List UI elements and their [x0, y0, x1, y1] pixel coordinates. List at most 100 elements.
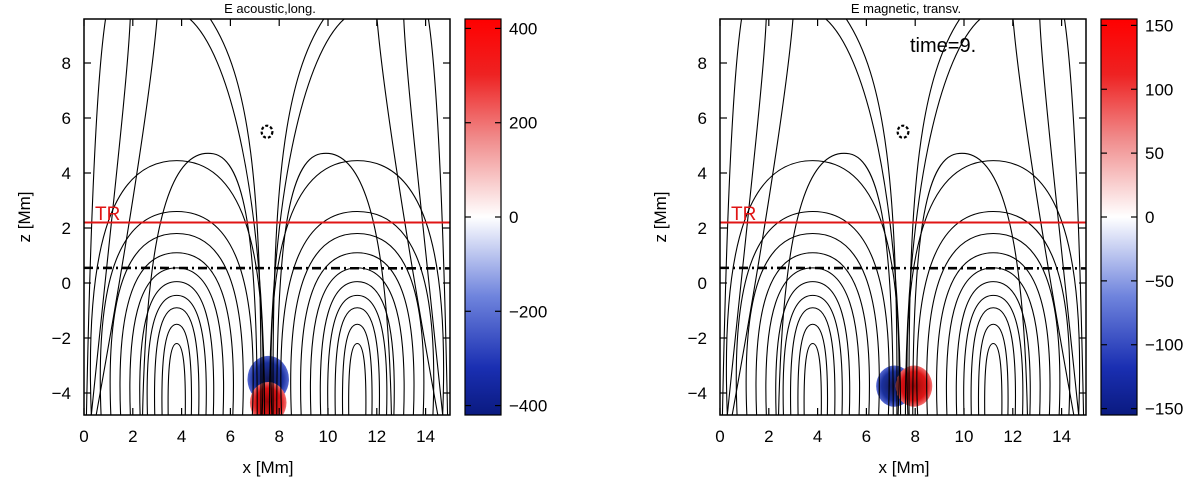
field-line: [348, 342, 367, 415]
field-line: [906, 160, 1081, 415]
x-tick-label: 2: [764, 427, 773, 446]
field-line: [745, 232, 880, 415]
tr-label: TR: [95, 204, 120, 225]
field-line: [300, 252, 415, 415]
x-tick-label: 12: [1003, 427, 1022, 446]
x-axis-label: x [Mm]: [243, 458, 294, 477]
field-line: [276, 152, 392, 415]
field-line: [290, 232, 425, 415]
plot-frame: [719, 18, 1087, 416]
y-axis-label: z [Mm]: [651, 192, 670, 243]
field-line: [726, 19, 767, 415]
field-line: [845, 19, 898, 415]
x-tick-label: 14: [416, 427, 435, 446]
field-line: [403, 19, 444, 415]
field-line: [797, 323, 829, 415]
field-line: [119, 252, 234, 415]
field-line: [778, 152, 894, 415]
x-tick-label: 10: [955, 427, 974, 446]
colorbar: −150 −100 −50 0 50 100 150: [1100, 16, 1183, 419]
y-tick-label: −2: [52, 329, 71, 348]
y-tick-label: −4: [52, 384, 71, 403]
x-tick-label: 8: [274, 427, 283, 446]
x-tick-label: 4: [813, 427, 822, 446]
x-tick-label: 6: [862, 427, 871, 446]
field-line: [161, 323, 193, 415]
field-line: [955, 281, 1031, 415]
field-line: [209, 19, 262, 415]
field-line: [167, 342, 186, 415]
field-line: [280, 210, 435, 415]
colorbar-tick-label: 100: [1145, 80, 1173, 99]
field-line: [90, 19, 131, 415]
field-line: [1039, 19, 1080, 415]
colorbar-tick-label: 0: [1145, 208, 1154, 227]
field-line: [912, 152, 1028, 415]
colorbar-tick-label: −100: [1145, 336, 1183, 355]
field-line: [916, 210, 1071, 415]
null-point-marker: [260, 124, 274, 139]
field-line: [775, 281, 851, 415]
field-line: [188, 19, 266, 415]
colorbar-tick-label: 200: [509, 114, 537, 133]
x-axis-label: x [Mm]: [879, 458, 930, 477]
x-tick-label: 14: [1052, 427, 1071, 446]
x-tick-label: 6: [226, 427, 235, 446]
field-line: [721, 19, 743, 415]
null-point-marker: [896, 124, 910, 139]
field-line: [268, 19, 346, 415]
field-line: [735, 210, 890, 415]
y-tick-label: 0: [698, 274, 707, 293]
x-tick-label: 10: [319, 427, 338, 446]
x-tick-label: 4: [177, 427, 186, 446]
field-line: [908, 19, 961, 415]
x-tick-label: 2: [128, 427, 137, 446]
field-line: [782, 294, 843, 415]
field-line: [789, 307, 836, 415]
field-line: [945, 267, 1041, 415]
x-tick-label: 8: [910, 427, 919, 446]
field-line: [926, 232, 1061, 415]
field-line: [427, 19, 449, 415]
field-line: [327, 294, 388, 415]
field-line: [139, 281, 215, 415]
field-line: [725, 160, 900, 415]
y-tick-label: −4: [688, 384, 707, 403]
field-line: [309, 267, 405, 415]
equipartition-line: [720, 266, 1086, 270]
field-line: [904, 19, 982, 415]
field-line: [824, 19, 902, 415]
field-line: [977, 323, 1009, 415]
colorbar-tick-label: −150: [1145, 400, 1183, 419]
field-line: [755, 252, 870, 415]
y-tick-label: −2: [688, 329, 707, 348]
field-line: [85, 19, 107, 415]
field-line: [146, 294, 207, 415]
field-line: [731, 19, 794, 415]
colorbar-tick-label: −200: [509, 302, 547, 321]
colorbar-tick-label: 400: [509, 19, 537, 38]
y-axis-label: z [Mm]: [15, 192, 34, 243]
y-tick-label: 6: [698, 109, 707, 128]
tr-label: TR: [731, 204, 756, 225]
field-line: [1063, 19, 1085, 415]
y-tick-label: 0: [62, 274, 71, 293]
y-tick-label: 6: [62, 109, 71, 128]
x-tick-label: 12: [367, 427, 386, 446]
colorbar-tick-label: −50: [1145, 272, 1174, 291]
x-tick-label: 0: [715, 427, 724, 446]
field-line: [984, 342, 1003, 415]
y-tick-label: 4: [698, 164, 707, 183]
field-line: [963, 294, 1024, 415]
equipartition-line: [84, 266, 450, 270]
y-tick-label: 8: [62, 54, 71, 73]
field-line: [272, 19, 325, 415]
field-line: [270, 160, 445, 415]
field-line: [153, 307, 200, 415]
y-tick-label: 2: [62, 219, 71, 238]
positive-blob: [895, 365, 933, 407]
plot-frame: [83, 18, 451, 416]
field-line: [99, 210, 254, 415]
field-line: [142, 152, 258, 415]
